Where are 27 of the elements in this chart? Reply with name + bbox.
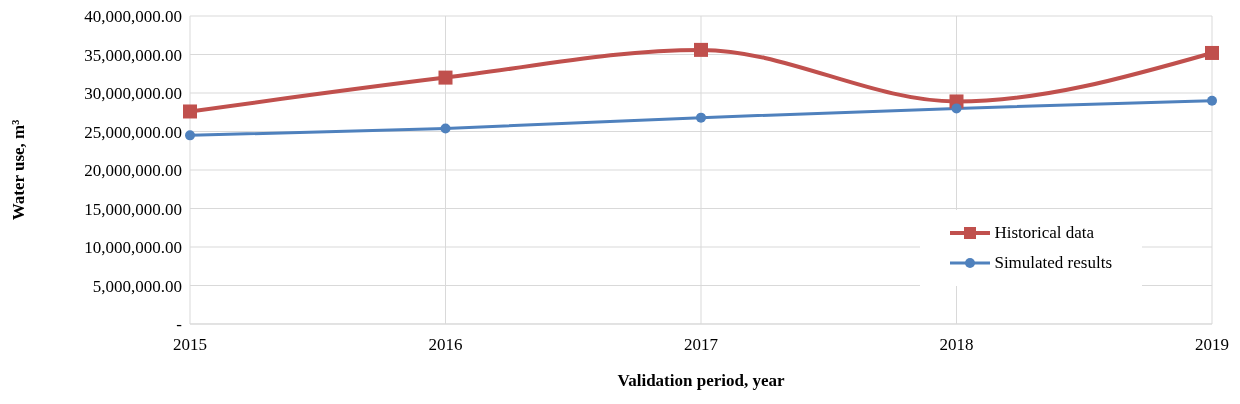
y-tick-label: 25,000,000.00: [84, 122, 182, 142]
y-tick-label: -: [176, 315, 183, 335]
x-tick-label: 2019: [1195, 335, 1229, 355]
y-tick-label: 5,000,000.00: [92, 276, 182, 296]
point: [1205, 45, 1219, 60]
x-tick-label: 2016: [428, 335, 463, 355]
y-tick-label: 20,000,000.00: [84, 161, 182, 181]
point: [183, 104, 197, 119]
point: [951, 103, 962, 114]
x-axis-title: Validation period, year: [617, 371, 785, 390]
point: [440, 123, 451, 134]
point: [185, 130, 195, 141]
point: [1207, 95, 1217, 106]
y-tick-label: 40,000,000.00: [84, 7, 182, 27]
point: [694, 42, 708, 57]
x-tick-label: 2017: [684, 335, 719, 355]
point: [438, 70, 453, 85]
y-axis-title: Water use, m³: [9, 119, 29, 221]
y-tick-label: 10,000,000.00: [84, 238, 182, 258]
y-tick-label: 15,000,000.00: [84, 199, 182, 219]
y-tick-label: 35,000,000.00: [84, 45, 182, 65]
x-tick-label: 2018: [939, 335, 974, 355]
x-tick-label: 2015: [173, 335, 207, 355]
legend-label: Historical data: [994, 222, 1095, 244]
legend-label: Simulated results: [994, 252, 1112, 274]
point: [696, 112, 706, 123]
y-tick-label: 30,000,000.00: [84, 84, 182, 104]
